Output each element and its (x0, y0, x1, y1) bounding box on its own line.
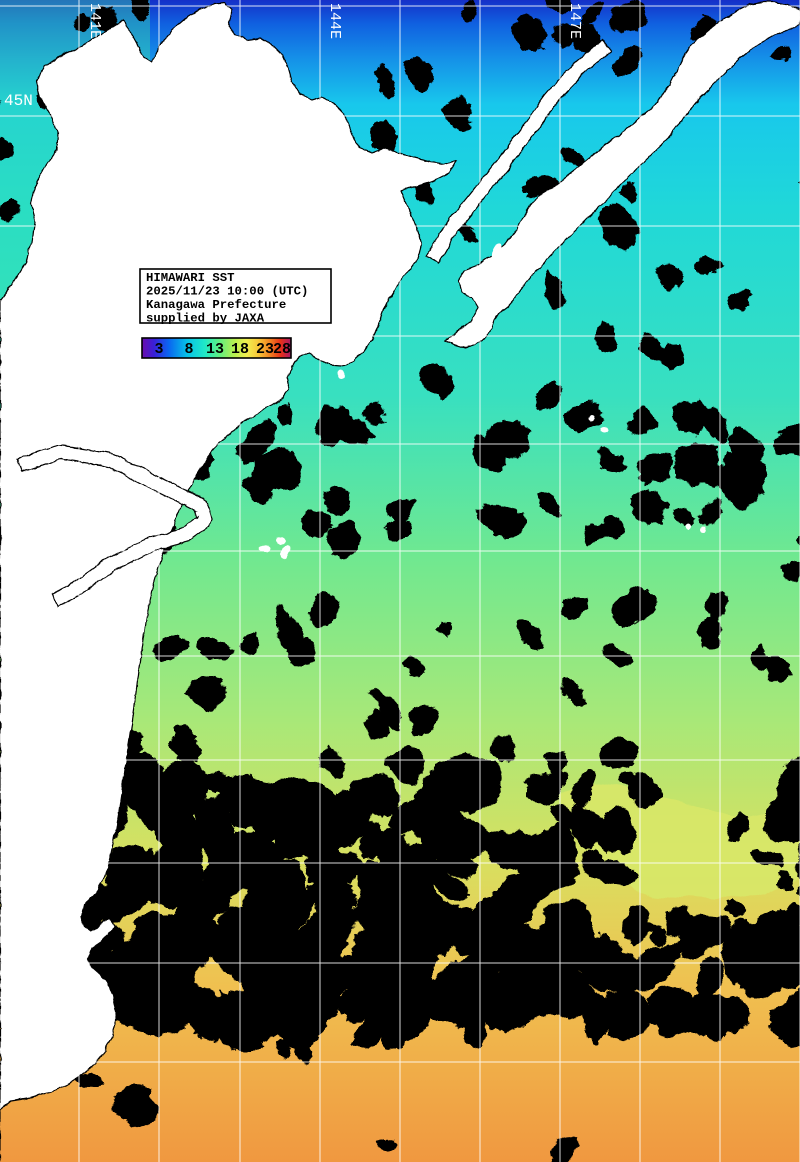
svg-text:Kanagawa Prefecture: Kanagawa Prefecture (146, 298, 286, 312)
svg-text:45N: 45N (4, 92, 33, 110)
svg-text:supplied by JAXA: supplied by JAXA (146, 312, 265, 326)
svg-text:13: 13 (206, 341, 224, 358)
svg-text:3: 3 (154, 341, 163, 358)
svg-text:18: 18 (231, 341, 249, 358)
svg-text:2025/11/23 10:00 (UTC): 2025/11/23 10:00 (UTC) (146, 285, 308, 299)
svg-text:28: 28 (273, 341, 291, 358)
svg-text:147E: 147E (566, 3, 583, 39)
svg-text:HIMAWARI SST: HIMAWARI SST (146, 271, 235, 285)
svg-text:8: 8 (184, 341, 193, 358)
svg-text:144E: 144E (326, 3, 343, 39)
svg-text:23: 23 (256, 341, 274, 358)
svg-text:141E: 141E (86, 3, 103, 39)
